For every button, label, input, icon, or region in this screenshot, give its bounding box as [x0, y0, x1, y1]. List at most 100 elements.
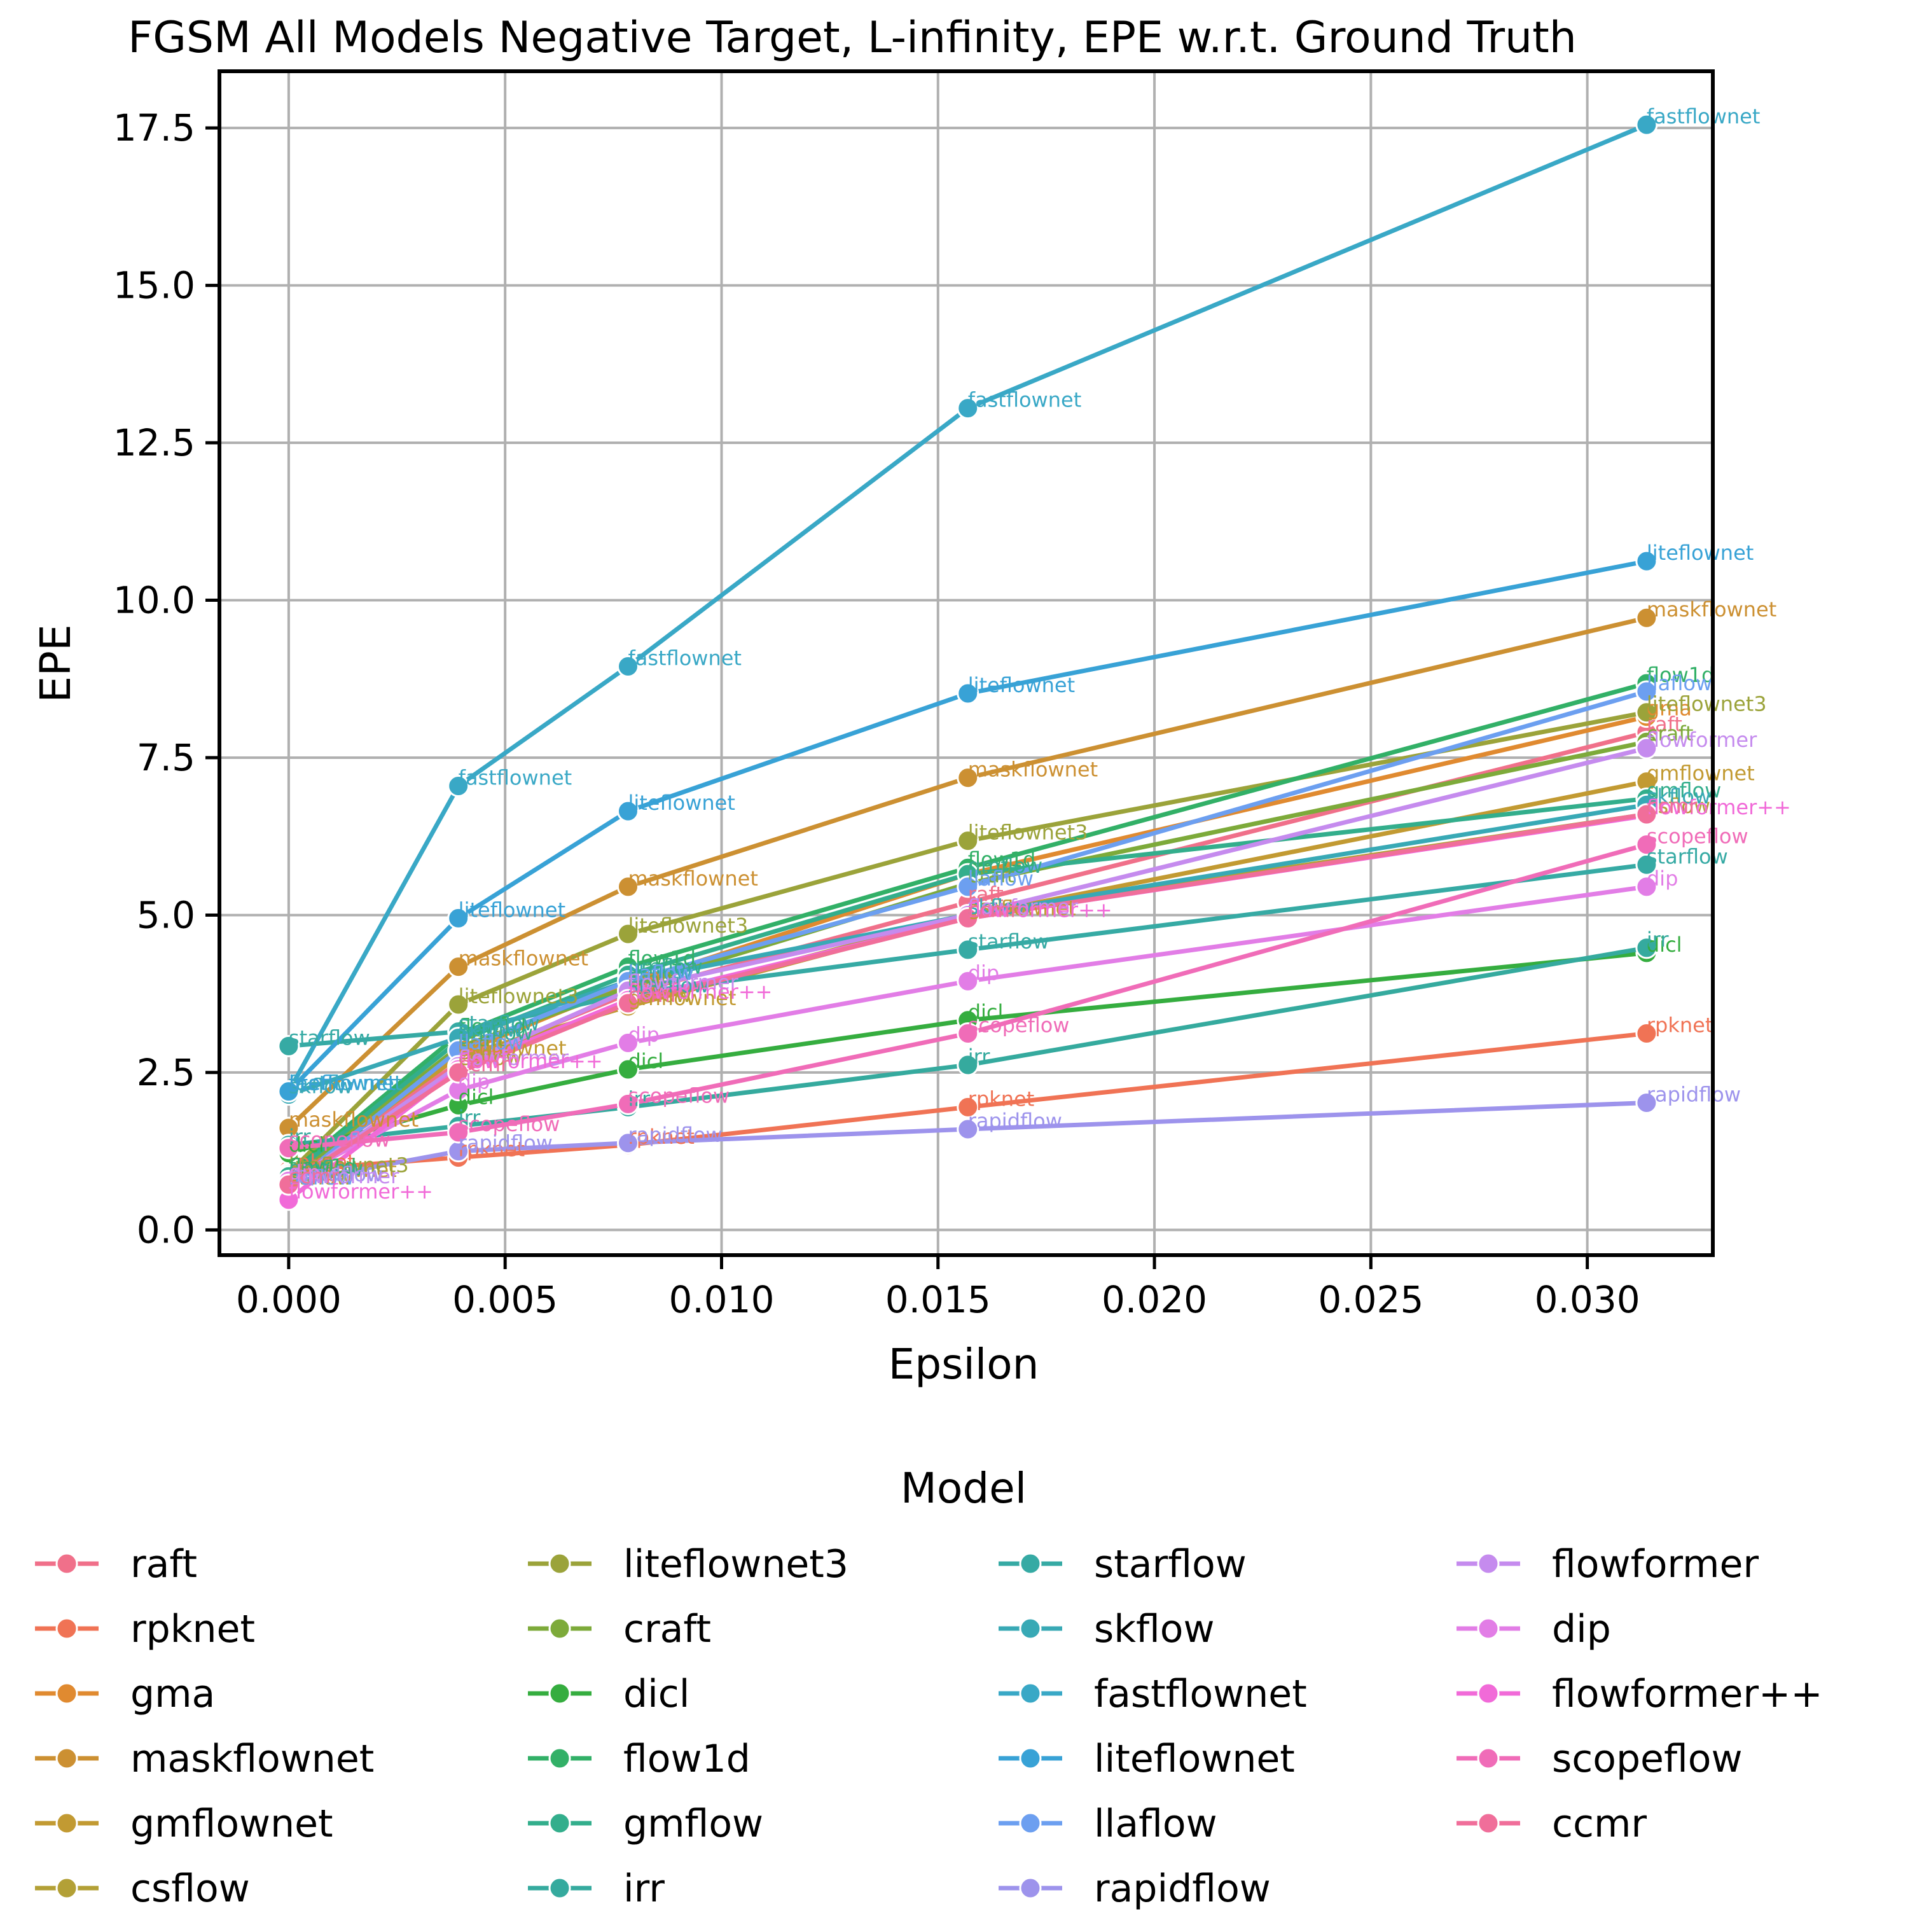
- legend-item-csflow: csflow: [35, 1866, 250, 1911]
- point-label: starflow: [628, 973, 709, 997]
- point-label: liteflownet: [459, 898, 565, 922]
- legend-item-ccmr: ccmr: [1457, 1802, 1647, 1846]
- legend-swatch-marker: [55, 1747, 78, 1770]
- data-point: [1635, 1091, 1658, 1114]
- point-label: dip: [459, 1070, 490, 1094]
- series-liteflownet: [277, 550, 1658, 1103]
- legend-label: starflow: [1094, 1542, 1247, 1587]
- data-point: [447, 775, 470, 798]
- point-label: flowformer++: [1647, 795, 1791, 819]
- x-tick-label: 0.015: [885, 1278, 991, 1321]
- point-label: gma: [459, 1033, 504, 1057]
- legend-label: dip: [1552, 1607, 1611, 1651]
- y-tick-label: 2.5: [137, 1051, 195, 1094]
- point-label: ccmr: [459, 1052, 509, 1076]
- series-ccmr: [277, 803, 1658, 1196]
- point-label: starflow: [968, 929, 1049, 954]
- data-point: [277, 1137, 300, 1160]
- legend-label: liteflownet: [1094, 1737, 1295, 1781]
- point-label: flowformer: [628, 970, 738, 994]
- point-label: gma: [289, 1162, 334, 1186]
- legend-items: raft rpknet gma maskflownet gmflownet csflow l…: [35, 1542, 1823, 1911]
- point-label: irr: [289, 1125, 311, 1149]
- legend-label: llaflow: [1094, 1802, 1217, 1846]
- x-axis: 0.000 0.005 0.010 0.015 0.020 0.025 0.030: [236, 1255, 1640, 1321]
- point-label: flowformer++: [289, 1179, 433, 1204]
- legend-item-dip: dip: [1457, 1607, 1611, 1651]
- point-label: starflow: [459, 1011, 540, 1036]
- y-tick-label: 15.0: [113, 264, 195, 307]
- x-tick-label: 0.000: [236, 1278, 342, 1321]
- legend-label: gmflow: [623, 1802, 763, 1846]
- point-label: raft: [968, 882, 1004, 907]
- legend-title: Model: [901, 1464, 1027, 1513]
- legend-label: flowformer++: [1552, 1672, 1823, 1716]
- data-point: [957, 397, 979, 420]
- point-label: rpknet: [459, 1137, 525, 1162]
- data-point: [957, 875, 979, 898]
- point-label: liteflownet: [968, 673, 1075, 697]
- legend-item-rapidflow: rapidflow: [999, 1866, 1271, 1911]
- legend-swatch-marker: [1477, 1747, 1500, 1770]
- legend-label: gma: [130, 1672, 215, 1716]
- point-label: scopeflow: [968, 1013, 1070, 1038]
- point-label: flow1d: [289, 1154, 357, 1178]
- data-point: [957, 907, 979, 929]
- point-label: irr: [1647, 928, 1669, 952]
- data-point: [957, 830, 979, 852]
- legend-swatch-marker: [548, 1747, 571, 1770]
- legend-item-gmflow: gmflow: [528, 1802, 763, 1846]
- legend-item-fastflownet: fastflownet: [999, 1672, 1307, 1716]
- point-label: maskflownet: [628, 866, 758, 891]
- y-tick-label: 10.0: [113, 579, 195, 622]
- point-label: flowformer: [459, 1046, 569, 1070]
- point-label: rpknet: [1647, 1013, 1713, 1038]
- y-tick-label: 12.5: [113, 421, 195, 464]
- data-point: [1635, 550, 1658, 573]
- point-label: fastflownet: [968, 388, 1082, 412]
- data-point: [616, 1031, 639, 1054]
- point-label: liteflownet: [289, 1071, 396, 1095]
- point-label: liteflownet: [628, 791, 735, 815]
- point-label: craft: [1647, 721, 1694, 746]
- data-point: [957, 682, 979, 705]
- point-label: csflow: [968, 894, 1032, 919]
- point-label: fastflownet: [289, 1071, 403, 1095]
- legend-item-liteflownet3: liteflownet3: [528, 1542, 848, 1587]
- legend-item-dicl: dicl: [528, 1672, 689, 1716]
- point-label: rapidflow: [289, 1162, 383, 1186]
- point-label: rapidflow: [459, 1131, 553, 1155]
- point-label: irr: [968, 1045, 990, 1069]
- legend-label: raft: [130, 1542, 197, 1587]
- legend-item-liteflownet: liteflownet: [999, 1737, 1295, 1781]
- point-label: fastflownet: [1647, 104, 1761, 129]
- data-point: [1635, 1022, 1658, 1045]
- y-tick-label: 17.5: [113, 106, 195, 149]
- x-axis-label: Epsilon: [889, 1340, 1039, 1389]
- point-label: flowformer: [289, 1164, 399, 1188]
- data-point: [616, 1058, 639, 1081]
- point-label: dip: [289, 1160, 321, 1185]
- point-label: fastflownet: [459, 766, 572, 790]
- legend-label: dicl: [623, 1672, 689, 1716]
- legend-item-rpknet: rpknet: [35, 1607, 255, 1651]
- point-label: flowformer++: [459, 1049, 603, 1073]
- point-label: gmflow: [1647, 778, 1721, 802]
- legend-swatch-marker: [1019, 1812, 1042, 1835]
- point-label: rpknet: [628, 1125, 695, 1149]
- data-point: [957, 938, 979, 961]
- legend-label: flow1d: [623, 1737, 751, 1781]
- legend-swatch-marker: [548, 1812, 571, 1835]
- point-label: dip: [1647, 866, 1678, 891]
- point-label: gmflow: [628, 954, 702, 978]
- point-label: raft: [459, 1043, 494, 1067]
- legend-swatch-marker: [55, 1552, 78, 1575]
- point-label: craft: [289, 1159, 336, 1183]
- point-label: flowformer: [1647, 728, 1757, 752]
- legend-label: liteflownet3: [623, 1542, 848, 1587]
- point-label: starflow: [289, 1025, 370, 1050]
- data-point: [1635, 875, 1658, 898]
- point-label: maskflownet: [459, 947, 588, 971]
- point-label: gma: [1647, 697, 1692, 721]
- legend-swatch-marker: [55, 1812, 78, 1835]
